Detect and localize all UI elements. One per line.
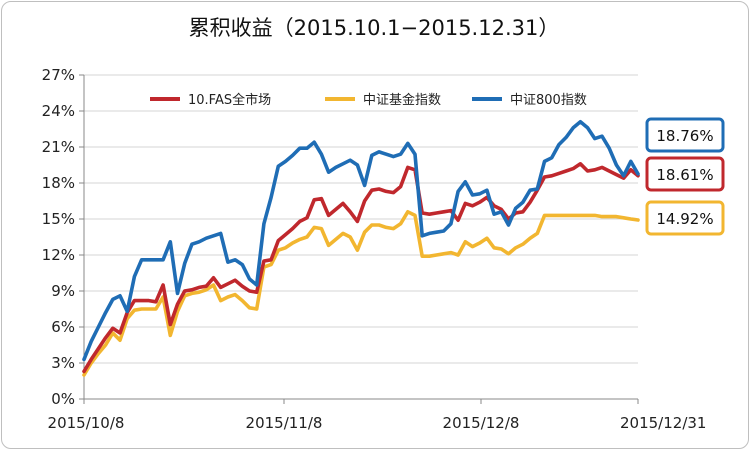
y-axis-ticks: 0% 3% 6% 9% 12% 15% 18% 21% 24% 27% [42, 66, 84, 408]
y-tick-label: 6% [51, 318, 75, 336]
x-tick-label: 2015/12/8 [443, 414, 520, 432]
chart-title: 累积收益（2015.10.1−2015.12.31） [189, 16, 560, 40]
series-line-0 [82, 162, 640, 374]
series-line-2 [82, 120, 640, 362]
legend-label-2: 中证800指数 [510, 93, 587, 108]
end-label-box-2 [645, 117, 725, 153]
y-tick-label: 9% [51, 282, 75, 300]
end-label-1: 14.92% [656, 210, 713, 228]
y-tick-label: 21% [42, 138, 75, 156]
x-tick-label: 2015/11/8 [246, 414, 323, 432]
x-tick-label: 2015/10/8 [48, 414, 125, 432]
y-tick-label: 15% [42, 210, 75, 228]
x-tick-label: 2015/12/31 [620, 414, 706, 432]
legend: 10.FAS全市场 中证基金指数 中证800指数 [150, 92, 587, 108]
y-tick-label: 27% [42, 66, 75, 84]
y-tick-label: 3% [51, 354, 75, 372]
end-label-box-1 [645, 200, 725, 236]
x-axis-ticks: 2015/10/8 2015/11/8 2015/12/8 2015/12/31 [48, 399, 706, 432]
axes [83, 75, 638, 400]
y-tick-label: 0% [51, 390, 75, 408]
y-tick-label: 24% [42, 102, 75, 120]
series-line-1 [82, 210, 640, 377]
y-tick-label: 12% [42, 246, 75, 264]
end-label-box-0 [645, 156, 725, 192]
end-label-2: 18.76% [656, 127, 713, 145]
legend-label-1: 中证基金指数 [363, 92, 441, 108]
y-tick-label: 18% [42, 174, 75, 192]
legend-label-0: 10.FAS全市场 [188, 92, 271, 108]
end-label-0: 18.61% [656, 166, 713, 184]
end-labels: 18.76% 18.61% 14.92% [645, 117, 725, 236]
series-lines [82, 120, 640, 377]
